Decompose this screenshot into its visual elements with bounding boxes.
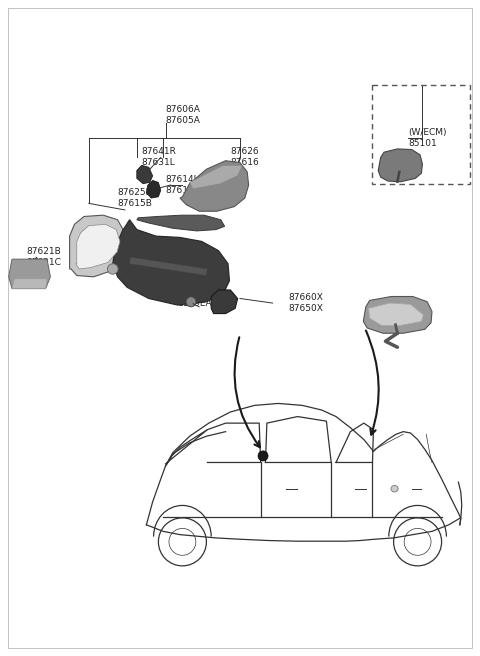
Polygon shape [190,165,242,189]
Circle shape [186,297,196,307]
Polygon shape [211,290,238,314]
Text: (W/ECM)
85101: (W/ECM) 85101 [408,128,446,148]
Circle shape [258,451,268,461]
Text: 87625B
87615B: 87625B 87615B [118,188,153,208]
Ellipse shape [391,485,398,492]
Polygon shape [137,215,225,231]
Text: 87621B
87621C: 87621B 87621C [26,247,61,267]
Polygon shape [378,149,422,182]
Polygon shape [12,279,47,289]
Text: 1129EA: 1129EA [178,298,212,308]
Polygon shape [363,297,432,333]
Polygon shape [113,220,229,305]
Polygon shape [70,215,126,277]
Polygon shape [146,180,161,198]
Text: 87660X
87650X: 87660X 87650X [288,293,323,313]
Polygon shape [76,224,120,269]
Text: 85101: 85101 [394,304,422,313]
Polygon shape [9,259,50,289]
Polygon shape [180,161,249,211]
Text: 87626
87616: 87626 87616 [230,148,259,167]
Text: 87614L
87613L: 87614L 87613L [166,175,199,195]
Ellipse shape [108,264,118,274]
Polygon shape [369,303,423,325]
Text: 87606A
87605A: 87606A 87605A [166,105,201,125]
Text: 87622
87612: 87622 87612 [94,228,122,247]
Bar [372,85,470,184]
Text: 87641R
87631L: 87641R 87631L [142,148,177,167]
Polygon shape [130,257,207,276]
Polygon shape [137,165,153,184]
